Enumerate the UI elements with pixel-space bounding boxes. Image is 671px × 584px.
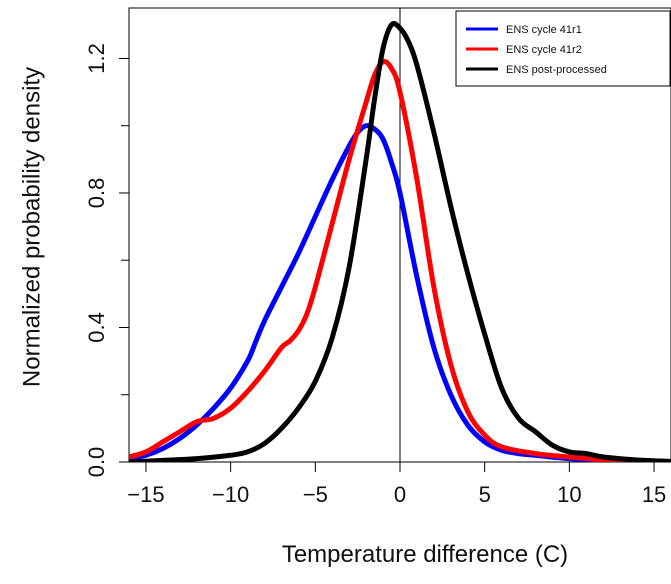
legend-label-1: ENS cycle 41r1 bbox=[506, 24, 582, 36]
x-tick-label: −15 bbox=[127, 482, 164, 507]
y-tick-label: 0.0 bbox=[84, 447, 109, 478]
series-line-2 bbox=[129, 59, 671, 462]
x-tick-label: −5 bbox=[303, 482, 328, 507]
x-tick-label: 5 bbox=[479, 482, 491, 507]
legend-label-2: ENS cycle 41r2 bbox=[506, 44, 582, 56]
x-tick-label: 15 bbox=[642, 482, 666, 507]
y-tick-label: 1.2 bbox=[84, 43, 109, 74]
axes-layer: −15 −10 −5 0 5 10 15 0.0 0.4 0.8 1.2 bbox=[84, 43, 666, 507]
y-tick-label: 0.8 bbox=[84, 178, 109, 209]
series-line-1 bbox=[129, 123, 671, 462]
x-tick-label: −10 bbox=[212, 482, 249, 507]
series-line-3 bbox=[129, 21, 671, 462]
legend-label-3: ENS post-processed bbox=[506, 64, 607, 76]
y-tick-label: 0.4 bbox=[84, 312, 109, 343]
x-tick-label: 0 bbox=[394, 482, 406, 507]
legend: ENS cycle 41r1 ENS cycle 41r2 ENS post-pro… bbox=[455, 10, 671, 87]
x-tick-label: 10 bbox=[557, 482, 581, 507]
series-layer bbox=[129, 21, 671, 462]
x-axis-label: Temperature difference (C) bbox=[282, 541, 568, 568]
y-axis-label: Normalized probability density bbox=[18, 67, 45, 387]
